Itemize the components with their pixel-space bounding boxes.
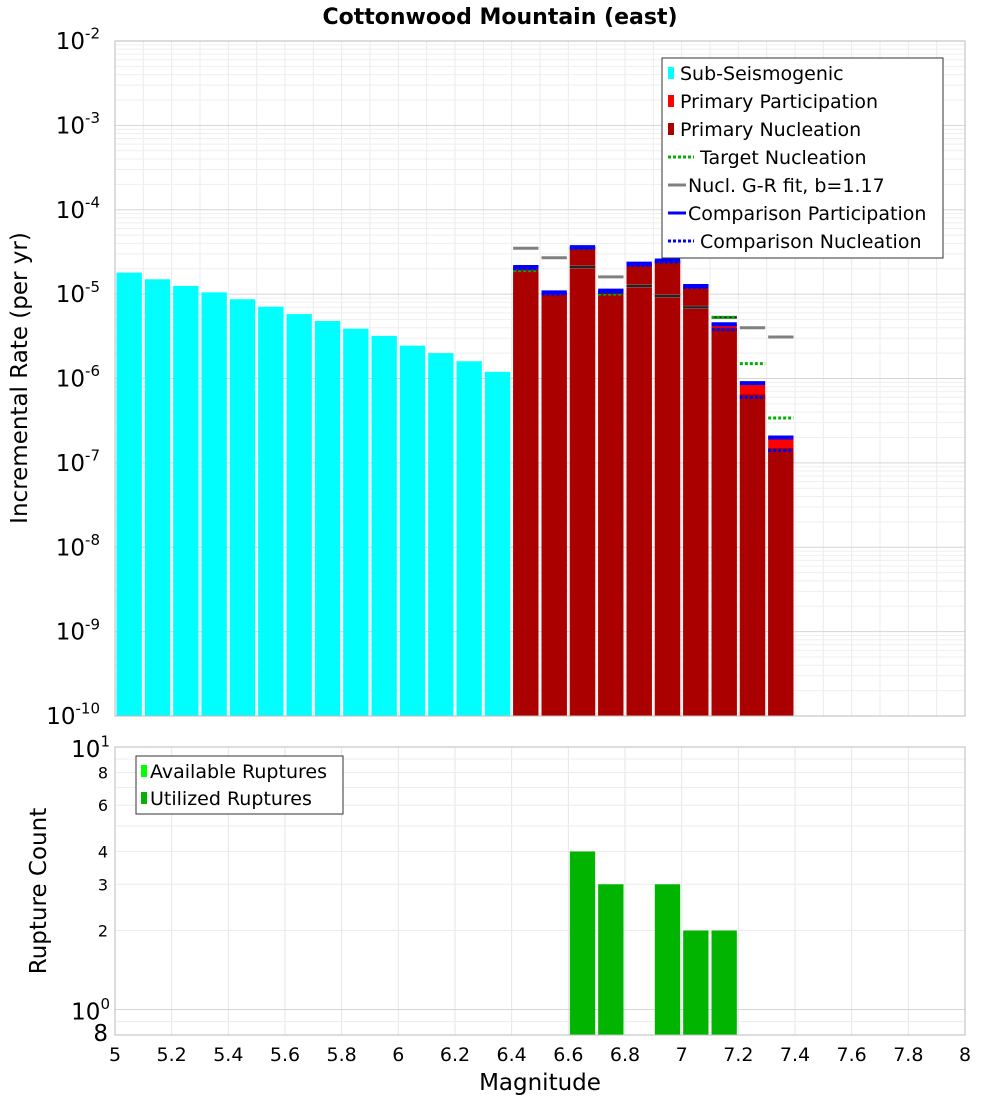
y-tick-label: 100 <box>71 995 110 1025</box>
utilized-ruptures-bar <box>569 851 596 1035</box>
utilized-ruptures-bar <box>711 930 737 1035</box>
legend-box <box>661 57 944 259</box>
top-legend: Sub-Seismogenic Primary Participation Prim… <box>661 57 944 259</box>
primary-nucleation-bar <box>683 287 709 716</box>
sub-seismogenic-bar <box>144 279 171 716</box>
x-tick-label: 7.4 <box>780 1044 810 1066</box>
sub-seismogenic-bar <box>399 345 426 716</box>
y-tick-label: 10-7 <box>56 447 100 477</box>
bottom-bars <box>569 851 737 1035</box>
top-plot-frame <box>114 40 966 717</box>
bottom-y-axis-label: Rupture Count <box>26 808 52 974</box>
sub-seismogenic-bar <box>286 314 312 716</box>
y-tick-label: 10-10 <box>46 700 100 730</box>
x-tick-label: 5.6 <box>270 1044 300 1066</box>
sub-seismogenic-bar <box>173 285 199 716</box>
chart-title: Cottonwood Mountain (east) <box>322 5 677 30</box>
legend-box <box>135 755 344 815</box>
bottom-legend: Available Ruptures Utilized Ruptures <box>135 755 344 815</box>
utilized-ruptures-bar <box>683 930 709 1035</box>
y-tick-label: 10-4 <box>56 193 100 223</box>
legend-label: Sub-Seismogenic <box>680 63 844 85</box>
legend-swatch <box>141 765 147 777</box>
top-gridlines <box>114 41 966 717</box>
y-minor-tick-label: 4 <box>98 842 108 861</box>
sub-seismogenic-bar <box>258 306 284 716</box>
x-tick-label: 6.6 <box>553 1044 583 1066</box>
x-tick-label: 6.4 <box>497 1044 527 1066</box>
sub-seismogenic-bar <box>456 361 482 716</box>
legend-swatch <box>668 95 674 107</box>
sub-seismogenic-bar <box>343 328 369 716</box>
x-tick-label: 5.4 <box>213 1044 243 1066</box>
x-tick-label: 7.2 <box>723 1044 753 1066</box>
sub-seismogenic-bar <box>371 335 397 716</box>
top-y-tick-labels: 10-10 10-9 10-8 10-7 10-6 10-5 10-4 10-3 10-2 <box>46 25 100 730</box>
y-tick-label: 10-6 <box>56 362 100 392</box>
x-axis-label: Magnitude <box>479 1070 601 1096</box>
top-y-axis-label: Incremental Rate (per yr) <box>7 232 33 524</box>
x-tick-label: 8 <box>959 1044 971 1066</box>
x-tick-label: 7.6 <box>837 1044 867 1066</box>
y-tick-label: 10-5 <box>56 278 100 308</box>
legend-label: Comparison Nucleation <box>700 231 922 253</box>
sub-seismogenic-bar <box>116 272 142 716</box>
y-minor-tick-label: 8 <box>98 763 108 782</box>
y-tick-label: 101 <box>71 733 110 763</box>
x-tick-label: 7 <box>676 1044 688 1066</box>
sub-seismogenic-bar <box>314 321 341 716</box>
top-bars <box>116 247 794 717</box>
legend-swatch <box>141 792 147 804</box>
y-tick-label: 10-3 <box>56 109 100 139</box>
legend-label: Target Nucleation <box>699 147 867 169</box>
y-minor-tick-label: 3 <box>98 875 108 894</box>
legend-swatch <box>668 123 674 135</box>
x-tick-label: 6.2 <box>440 1044 470 1066</box>
x-tick-label: 6.8 <box>610 1044 640 1066</box>
primary-nucleation-bar <box>598 292 624 716</box>
sub-seismogenic-bar <box>484 371 511 716</box>
x-tick-label: 5 <box>109 1044 121 1066</box>
legend-label: Available Ruptures <box>150 761 327 783</box>
primary-nucleation-bar <box>569 248 596 717</box>
primary-nucleation-bar <box>513 268 539 716</box>
x-tick-label: 7.8 <box>893 1044 923 1066</box>
y-minor-tick-label: 2 <box>98 922 108 941</box>
legend-label: Comparison Participation <box>688 203 926 225</box>
y-tick-label: 10-2 <box>56 25 100 55</box>
utilized-ruptures-bar <box>598 884 624 1035</box>
sub-seismogenic-bar <box>229 299 256 716</box>
y-tick-label: 10-8 <box>56 531 100 561</box>
primary-nucleation-bar <box>626 265 652 716</box>
primary-nucleation-bar <box>768 448 794 716</box>
x-tick-label: 5.8 <box>327 1044 357 1066</box>
bottom-plot-frame <box>114 746 966 1036</box>
legend-label: Primary Nucleation <box>680 119 861 141</box>
primary-nucleation-bar <box>711 327 737 716</box>
x-tick-labels: 5 5.2 5.4 5.6 5.8 6 6.2 6.4 6.6 6.8 7 7.2 7.4 7.6 7.8 8 <box>109 1044 971 1066</box>
legend-label: Utilized Ruptures <box>150 788 312 810</box>
primary-nucleation-bar <box>654 262 681 716</box>
top-line-markers <box>513 245 794 453</box>
sub-seismogenic-bar <box>428 353 454 716</box>
x-tick-label: 5.2 <box>157 1044 187 1066</box>
x-tick-label: 6 <box>392 1044 404 1066</box>
primary-nucleation-bar <box>739 394 766 716</box>
legend-label: Primary Participation <box>680 91 878 113</box>
sub-seismogenic-bar <box>201 292 227 716</box>
primary-nucleation-bar <box>541 294 567 716</box>
legend-swatch <box>668 67 674 79</box>
utilized-ruptures-bar <box>654 884 681 1035</box>
legend-label: Nucl. G-R fit, b=1.17 <box>688 175 885 197</box>
y-minor-tick-label: 6 <box>98 796 108 815</box>
y-minor-tick-label: 8 <box>93 1021 108 1047</box>
y-tick-label: 10-9 <box>56 615 100 645</box>
